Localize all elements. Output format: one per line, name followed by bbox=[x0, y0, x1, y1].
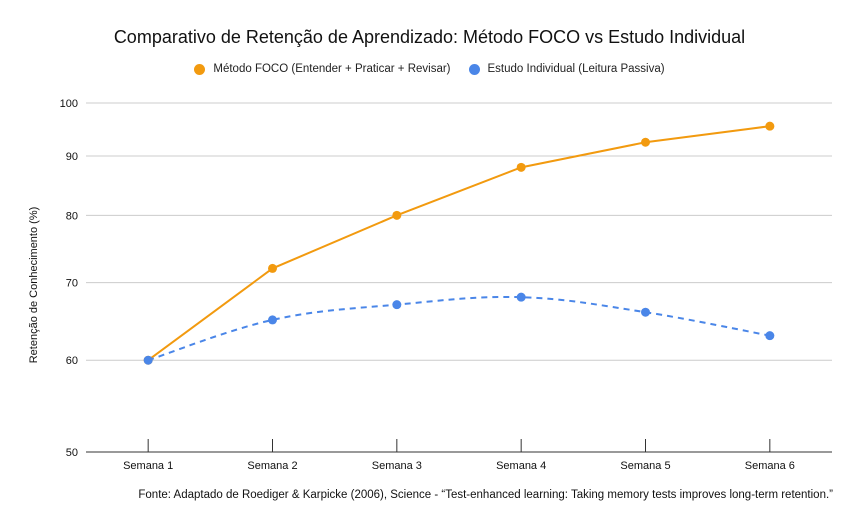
x-tick-label-6: Semana 6 bbox=[745, 460, 795, 472]
legend-marker-individual bbox=[468, 63, 480, 75]
legend-item-foco[interactable]: Método FOCO (Entender + Praticar + Revis… bbox=[194, 63, 451, 75]
data-point-s1-3 bbox=[392, 210, 402, 220]
legend-label-individual: Estudo Individual (Leitura Passiva) bbox=[487, 63, 665, 75]
data-point-s1-5 bbox=[641, 137, 650, 147]
data-point-s2-5 bbox=[641, 307, 650, 317]
y-tick-label-80: 80 bbox=[66, 210, 78, 222]
data-point-s2-6 bbox=[765, 331, 775, 341]
x-tick-label-4: Semana 4 bbox=[496, 460, 546, 472]
series-lines bbox=[143, 121, 775, 365]
x-tick-label-1: Semana 1 bbox=[123, 460, 173, 472]
y-axis-label: Retenção de Conhecimento (%) bbox=[28, 207, 40, 364]
data-point-s1-4 bbox=[516, 162, 526, 172]
data-point-s1-6 bbox=[765, 121, 775, 131]
series-line-1 bbox=[147, 125, 770, 362]
data-point-s2-2 bbox=[268, 315, 277, 325]
y-tick-label-60: 60 bbox=[66, 355, 78, 367]
y-tick-label-50: 50 bbox=[66, 447, 78, 459]
x-tick-label-3: Semana 3 bbox=[372, 460, 422, 472]
x-tick-label-2: Semana 2 bbox=[247, 460, 297, 472]
legend-marker-foco bbox=[194, 63, 206, 75]
data-point-s2-4 bbox=[516, 292, 526, 302]
legend-label-foco: Método FOCO (Entender + Praticar + Revis… bbox=[213, 63, 451, 75]
axes: 50 60 70 80 90 100 Semana 1 Semana 2 Semana 3 Sem… bbox=[60, 98, 832, 472]
series-line-2 bbox=[147, 295, 771, 362]
y-tick-label-100: 100 bbox=[60, 98, 78, 110]
data-point-s2-1 bbox=[143, 355, 153, 365]
legend-item-individual[interactable]: Estudo Individual (Leitura Passiva) bbox=[468, 63, 665, 75]
source-note: Fonte: Adaptado de Roediger & Karpicke (… bbox=[138, 489, 833, 501]
data-point-s2-3 bbox=[392, 300, 402, 310]
y-tick-label-70: 70 bbox=[66, 278, 78, 290]
chart-legend: Método FOCO (Entender + Praticar + Revis… bbox=[0, 63, 859, 75]
chart-title: Comparativo de Retenção de Aprendizado: … bbox=[113, 27, 746, 47]
x-tick-label-5: Semana 5 bbox=[620, 460, 670, 472]
gridlines bbox=[86, 102, 832, 361]
data-point-s1-2 bbox=[268, 263, 277, 273]
y-tick-label-90: 90 bbox=[66, 151, 78, 163]
